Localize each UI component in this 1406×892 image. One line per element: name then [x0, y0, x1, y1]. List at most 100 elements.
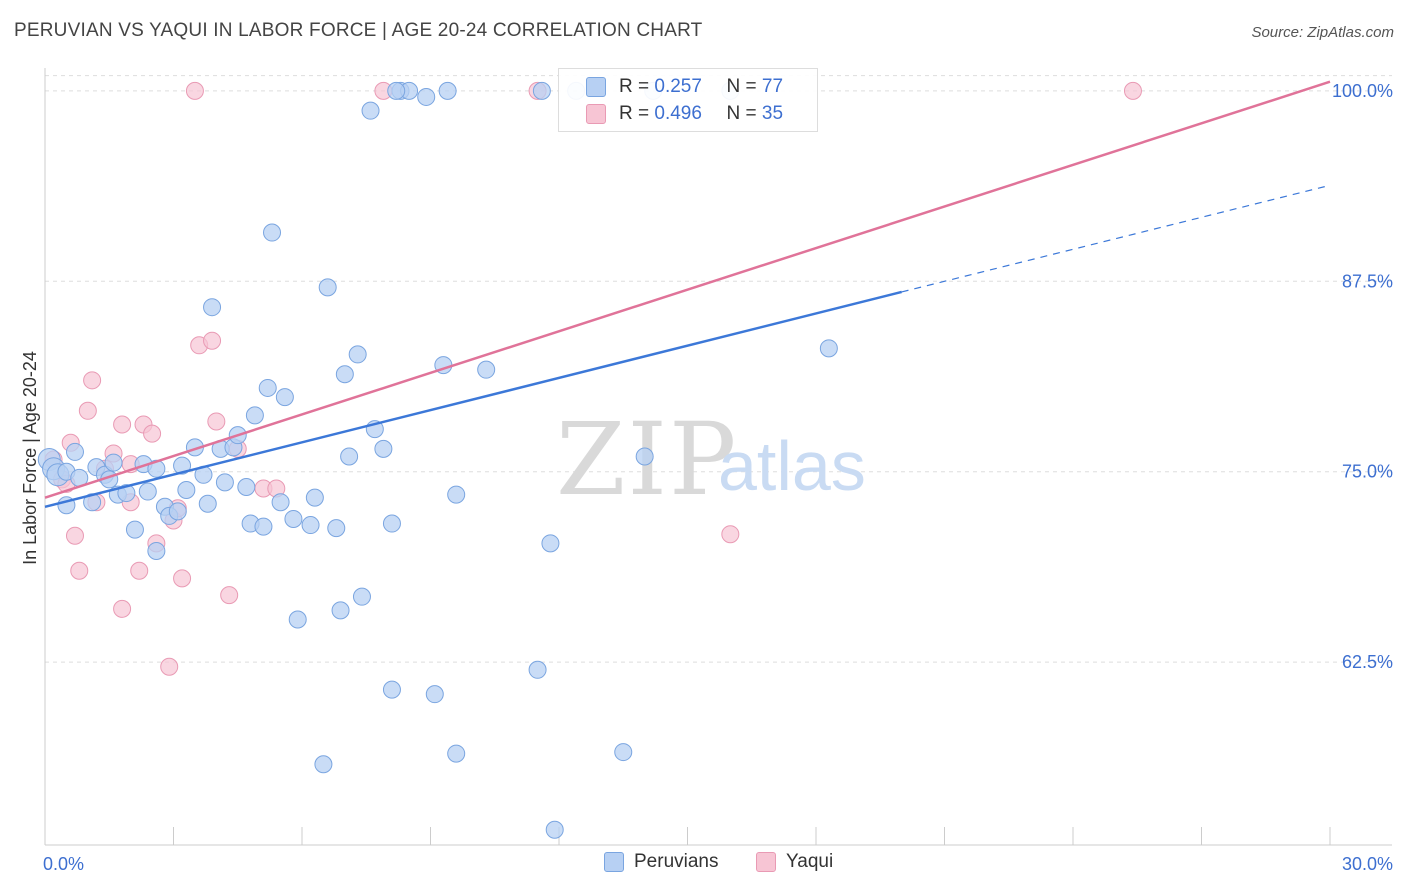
series-legend: Peruvians Yaqui	[0, 851, 1406, 877]
peruvians-point	[387, 81, 406, 100]
trendlines	[44, 80, 1331, 508]
tick-labels: 100.0% 87.5% 75.0% 62.5% 0.0% 30.0%	[43, 81, 1393, 874]
peruvians-point	[331, 601, 350, 620]
peruvians-trendline	[44, 290, 902, 508]
x-tick-label: 30.0%	[1342, 854, 1393, 874]
yaqui-point	[143, 424, 162, 443]
peruvians-point	[348, 345, 367, 364]
legend-r-label: R =	[619, 103, 650, 124]
y-tick-label: 75.0%	[1342, 462, 1393, 482]
series-legend-swatch-yaqui	[756, 852, 776, 872]
legend-swatch-peruvians	[586, 77, 606, 97]
peruvians-point	[168, 502, 187, 521]
peruvians-point	[138, 482, 157, 501]
yaqui-point	[220, 586, 239, 605]
peruvians-point	[438, 81, 457, 100]
peruvians-point	[245, 406, 264, 425]
peruvians-point	[382, 514, 401, 533]
peruvians-point	[215, 473, 234, 492]
peruvians-point	[147, 541, 166, 560]
yaqui-point	[83, 371, 102, 390]
peruvians-point	[117, 484, 136, 503]
legend-r-value-yaqui: 0.496	[654, 103, 702, 124]
x-tick-label: 0.0%	[43, 854, 84, 874]
peruvians-point	[361, 101, 380, 120]
peruvians-points	[37, 81, 838, 839]
yaqui-point	[173, 569, 192, 588]
series-legend-peruvians: Peruvians	[604, 851, 719, 873]
peruvians-point	[271, 493, 290, 512]
legend-n-label: N =	[726, 76, 757, 97]
yaqui-point	[185, 81, 204, 100]
y-tick-label: 62.5%	[1342, 652, 1393, 672]
y-axis-label: In Labor Force | Age 20-24	[20, 351, 40, 565]
peruvians-trendline-extension	[901, 184, 1331, 293]
peruvians-point	[305, 488, 324, 507]
legend-r-label: R =	[619, 76, 650, 97]
yaqui-point	[1123, 81, 1142, 100]
peruvians-point	[335, 365, 354, 384]
peruvians-point	[104, 453, 123, 472]
peruvians-point	[147, 459, 166, 478]
yaqui-point	[113, 599, 132, 618]
peruvians-point	[318, 278, 337, 297]
peruvians-point	[173, 456, 192, 475]
peruvians-point	[288, 610, 307, 629]
yaqui-point	[70, 561, 89, 580]
peruvians-point	[541, 534, 560, 553]
yaqui-points	[44, 81, 1142, 676]
peruvians-point	[382, 680, 401, 699]
peruvians-point	[254, 517, 273, 536]
peruvians-point	[447, 485, 466, 504]
yaqui-point	[207, 412, 226, 431]
peruvians-point	[275, 388, 294, 407]
peruvians-point	[635, 447, 654, 466]
legend-n-value-peruvians: 77	[761, 76, 784, 97]
peruvians-point	[545, 820, 564, 839]
peruvians-point	[447, 744, 466, 763]
yaqui-point	[203, 331, 222, 350]
series-legend-label-peruvians: Peruvians	[634, 851, 719, 872]
peruvians-point	[198, 494, 217, 513]
correlation-legend: R = 0.257 N = 77 R = 0.496 N = 35	[558, 68, 818, 132]
yaqui-point	[65, 526, 84, 545]
yaqui-trendline	[44, 80, 1331, 499]
yaqui-point	[130, 561, 149, 580]
yaqui-point	[113, 415, 132, 434]
chart-title: PERUVIAN VS YAQUI IN LABOR FORCE | AGE 2…	[14, 20, 703, 41]
series-legend-yaqui: Yaqui	[756, 851, 833, 873]
legend-n-label: N =	[726, 103, 757, 124]
peruvians-point	[477, 360, 496, 379]
series-legend-label-yaqui: Yaqui	[786, 851, 834, 872]
peruvians-point	[340, 447, 359, 466]
peruvians-point	[301, 516, 320, 535]
yaqui-point	[78, 401, 97, 420]
peruvians-point	[819, 339, 838, 358]
legend-r-value-peruvians: 0.257	[654, 76, 702, 97]
peruvians-point	[65, 442, 84, 461]
peruvians-point	[425, 685, 444, 704]
peruvians-point	[177, 481, 196, 500]
peruvians-point	[314, 755, 333, 774]
peruvians-point	[284, 509, 303, 528]
peruvians-point	[532, 81, 551, 100]
peruvians-point	[614, 743, 633, 762]
grid-lines	[45, 75, 1392, 663]
legend-n-value-yaqui: 35	[761, 103, 784, 124]
legend-text-yaqui: R = 0.496 N = 35	[619, 103, 783, 125]
peruvians-point	[203, 298, 222, 317]
peruvians-point	[352, 587, 371, 606]
y-tick-label: 87.5%	[1342, 271, 1393, 291]
watermark-atlas: atlas	[718, 427, 866, 505]
y-tick-label: 100.0%	[1332, 81, 1393, 101]
legend-swatch-yaqui	[586, 104, 606, 124]
yaqui-point	[721, 525, 740, 544]
peruvians-point	[263, 223, 282, 242]
peruvians-point	[528, 660, 547, 679]
peruvians-point	[125, 520, 144, 539]
peruvians-point	[258, 378, 277, 397]
yaqui-point	[160, 657, 179, 676]
legend-text-peruvians: R = 0.257 N = 77	[619, 76, 783, 98]
series-legend-swatch-peruvians	[604, 852, 624, 872]
